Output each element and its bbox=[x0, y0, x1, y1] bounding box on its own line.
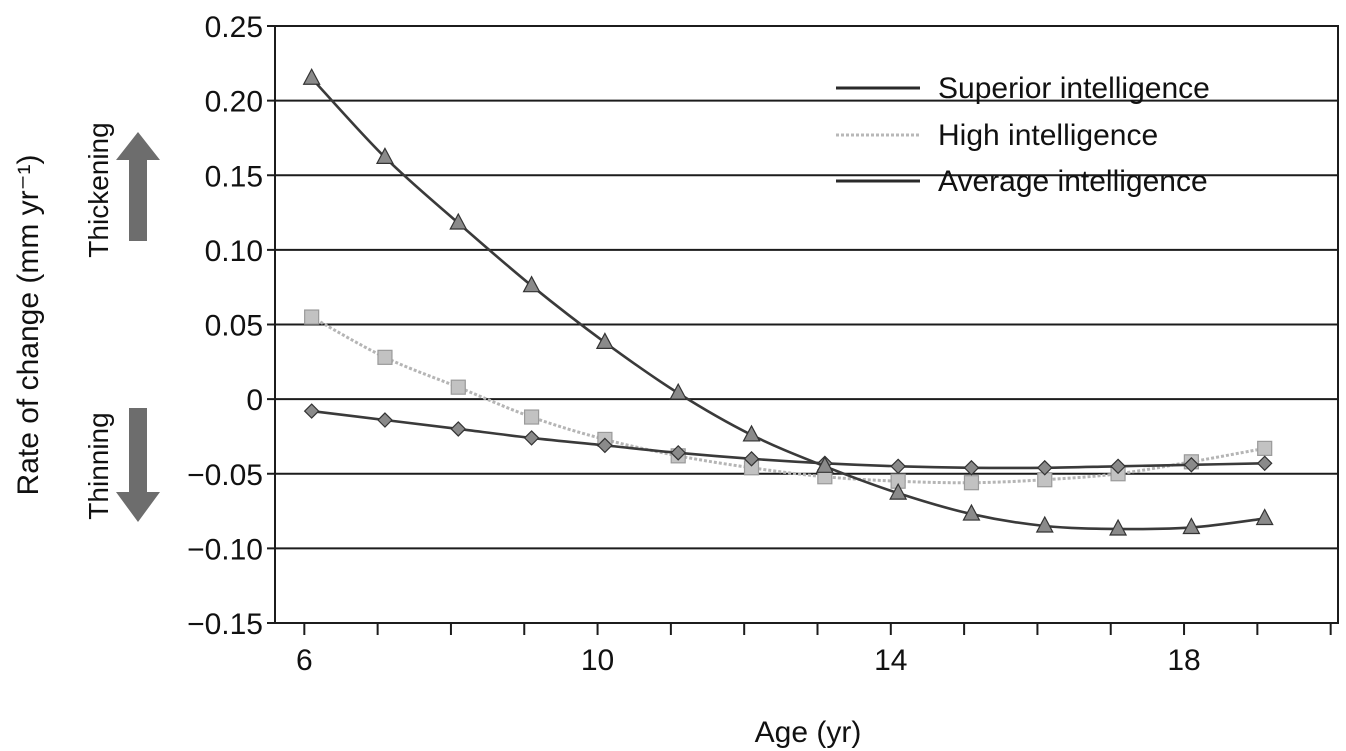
data-point-triangle bbox=[302, 67, 321, 85]
data-point-square bbox=[377, 349, 393, 365]
data-point-triangle bbox=[669, 382, 688, 400]
data-point-diamond bbox=[450, 421, 467, 437]
x-tick-label: 14 bbox=[874, 644, 907, 677]
data-point-triangle bbox=[375, 147, 394, 164]
data-point-triangle bbox=[522, 275, 541, 293]
legend: Superior intelligence High intelligence … bbox=[836, 72, 1210, 198]
thinning-label: Thinning bbox=[83, 412, 114, 519]
data-point-triangle bbox=[742, 424, 761, 442]
data-point-diamond bbox=[597, 437, 613, 454]
y-tick-label: 0.15 bbox=[205, 160, 263, 193]
thickening-indicator: Thickening bbox=[83, 122, 160, 258]
data-point-triangle bbox=[962, 503, 981, 521]
data-point-triangle bbox=[1109, 518, 1128, 536]
data-point-square bbox=[523, 409, 540, 425]
y-axis-title: Rate of change (mm yr⁻¹) bbox=[12, 155, 45, 496]
y-tick-label: 0.25 bbox=[205, 11, 263, 44]
y-tick-label: 0 bbox=[246, 384, 263, 417]
x-tick-label: 10 bbox=[581, 644, 614, 677]
y-tick-label: 0.20 bbox=[205, 86, 263, 119]
data-point-square bbox=[304, 309, 320, 325]
data-point-square bbox=[963, 475, 980, 491]
series-superior-intelligence bbox=[302, 67, 1274, 536]
data-point-diamond bbox=[1256, 455, 1273, 472]
legend-label-high: High intelligence bbox=[938, 119, 1158, 152]
y-tick-label: −0.05 bbox=[187, 459, 263, 492]
data-point-diamond bbox=[743, 450, 760, 467]
data-point-square bbox=[1257, 440, 1273, 456]
data-point-triangle bbox=[595, 332, 614, 350]
thickening-label: Thickening bbox=[83, 122, 114, 257]
data-point-diamond bbox=[1110, 458, 1126, 475]
legend-label-average: Average intelligence bbox=[938, 165, 1208, 198]
x-axis-ticks: 6 10 14 18 bbox=[296, 623, 1332, 677]
series-line bbox=[311, 409, 1265, 470]
y-tick-label: −0.10 bbox=[187, 533, 263, 566]
data-point-diamond bbox=[963, 459, 980, 476]
data-point-diamond bbox=[303, 403, 320, 419]
y-tick-label: 0.05 bbox=[205, 310, 263, 343]
series-group bbox=[302, 67, 1274, 536]
data-point-triangle bbox=[1255, 508, 1274, 526]
data-point-triangle bbox=[449, 212, 468, 230]
thickening-arrow-icon bbox=[116, 132, 160, 241]
legend-label-superior: Superior intelligence bbox=[938, 72, 1210, 105]
data-point-diamond bbox=[1183, 456, 1200, 473]
data-point-diamond bbox=[1036, 459, 1053, 476]
y-tick-label: 0.10 bbox=[205, 235, 263, 268]
data-point-triangle bbox=[889, 482, 908, 500]
data-point-square bbox=[450, 379, 466, 395]
data-point-diamond bbox=[377, 412, 393, 428]
x-axis-title: Age (yr) bbox=[755, 716, 862, 749]
data-point-triangle bbox=[1182, 517, 1201, 535]
data-point-diamond bbox=[890, 458, 906, 475]
series-average-intelligence bbox=[303, 403, 1273, 476]
x-tick-label: 6 bbox=[296, 644, 313, 677]
data-point-diamond bbox=[523, 430, 540, 446]
data-point-triangle bbox=[815, 456, 834, 473]
data-point-triangle bbox=[1035, 515, 1054, 533]
thinning-indicator: Thinning bbox=[83, 408, 160, 522]
y-tick-label: −0.15 bbox=[187, 608, 263, 641]
x-tick-label: 18 bbox=[1167, 644, 1200, 677]
y-axis-ticks: 0.25 0.20 0.15 0.10 0.05 0 −0.05 −0.10 −0.15 bbox=[187, 11, 275, 641]
data-point-diamond bbox=[670, 445, 687, 461]
thinning-arrow-icon bbox=[116, 408, 160, 522]
grid-lines bbox=[275, 99, 1338, 550]
